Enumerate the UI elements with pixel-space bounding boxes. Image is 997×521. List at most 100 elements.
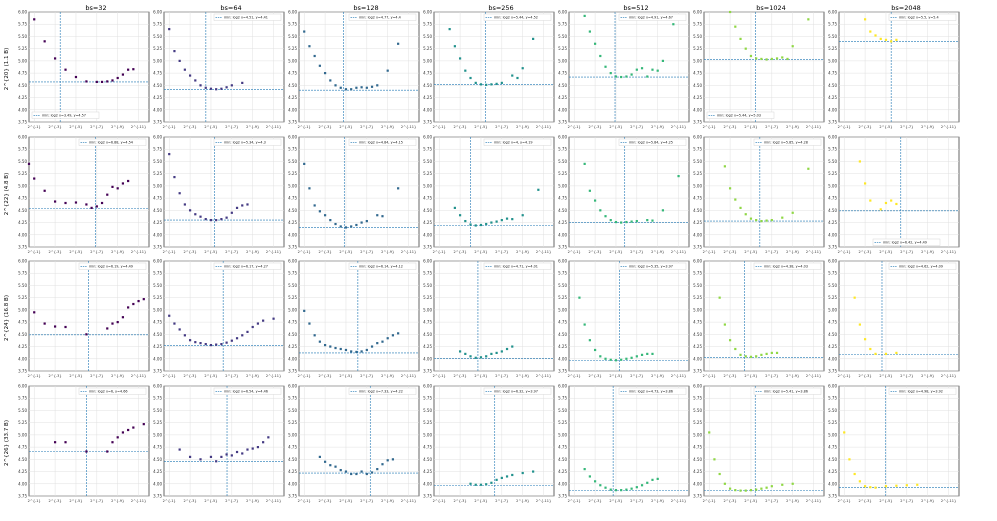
data-point bbox=[807, 18, 810, 21]
y-tick-label: 5.50 bbox=[288, 34, 297, 39]
data-point bbox=[106, 193, 109, 196]
data-point bbox=[718, 472, 721, 476]
data-point bbox=[74, 75, 78, 79]
x-tick-label: 2^{-1} bbox=[568, 374, 581, 378]
y-tick-label: 3.75 bbox=[153, 494, 162, 499]
x-tick-label: 2^{-3} bbox=[589, 250, 602, 254]
panel: 3.75 4.00 4.25 4.50 4.75 5.00 5.25 5.50 5.75 6.00… bbox=[423, 10, 555, 129]
y-tick-label: 3.75 bbox=[288, 494, 297, 499]
x-tick-label: 2^{-9} bbox=[921, 499, 934, 503]
panel: 3.75 4.00 4.25 4.50 4.75 5.00 5.25 5.50 5.75 6.00… bbox=[828, 135, 960, 254]
data-point bbox=[344, 470, 348, 473]
data-point bbox=[178, 192, 181, 195]
x-tick-label: 2^{-11} bbox=[941, 125, 956, 129]
x-tick-label: 2^{-7} bbox=[90, 499, 103, 503]
data-point bbox=[760, 57, 763, 61]
data-point bbox=[739, 489, 742, 492]
data-point bbox=[765, 58, 768, 61]
y-tick-label: 5.75 bbox=[693, 22, 702, 27]
data-point bbox=[199, 458, 202, 461]
data-point bbox=[728, 187, 732, 190]
column-title: bs=256 bbox=[488, 4, 513, 12]
legend-label: min: log2 x=6, y=4.66 bbox=[89, 390, 128, 394]
data-point bbox=[620, 221, 623, 224]
x-tick-label: 2^{-11} bbox=[941, 374, 956, 378]
axes-frame bbox=[568, 260, 690, 372]
legend: min: log2 x=4.71, y=4.01 bbox=[483, 262, 552, 270]
y-tick-label: 4.75 bbox=[558, 320, 567, 325]
x-tick-label: 2^{-5} bbox=[609, 374, 622, 378]
legend: min: log2 x=4.98, y=3.92 bbox=[888, 387, 957, 395]
panel: 3.75 4.00 4.25 4.50 4.75 5.00 5.25 5.50 5.75 6.00… bbox=[423, 135, 555, 254]
x-tick-label: 2^{-7} bbox=[225, 374, 238, 378]
data-point bbox=[246, 330, 249, 333]
y-tick-label: 5.50 bbox=[18, 34, 27, 39]
data-point bbox=[256, 322, 260, 325]
data-point bbox=[360, 86, 363, 89]
legend-label: min: log2 x=6.19, y=4.49 bbox=[89, 265, 133, 269]
data-point bbox=[749, 489, 753, 492]
legend: min: log2 x=4.51, y=4.41 bbox=[213, 13, 282, 21]
y-tick-label: 3.75 bbox=[153, 245, 162, 250]
y-tick-label: 4.50 bbox=[288, 457, 297, 462]
x-tick-label: 2^{-7} bbox=[360, 499, 373, 503]
x-tick-label: 2^{-11} bbox=[131, 499, 146, 503]
data-point bbox=[64, 68, 67, 71]
legend-box bbox=[348, 138, 417, 146]
data-point bbox=[33, 311, 36, 314]
data-point bbox=[230, 339, 233, 342]
y-tick-label: 5.25 bbox=[558, 46, 567, 51]
y-tick-label: 4.25 bbox=[693, 95, 702, 100]
x-tick-label: 2^{-1} bbox=[163, 499, 176, 503]
x-tick-label: 2^{-9} bbox=[651, 499, 664, 503]
y-tick-label: 4.75 bbox=[558, 445, 567, 450]
y-tick-label: 5.25 bbox=[153, 46, 162, 51]
x-tick-label: 2^{-9} bbox=[786, 374, 799, 378]
data-point bbox=[111, 79, 114, 82]
data-point bbox=[241, 204, 244, 207]
data-point bbox=[479, 356, 483, 359]
data-point bbox=[339, 468, 342, 472]
y-tick-label: 5.00 bbox=[288, 307, 297, 312]
y-tick-label: 4.25 bbox=[828, 344, 837, 349]
y-tick-label: 3.75 bbox=[153, 120, 162, 125]
data-point bbox=[241, 452, 244, 455]
legend-label: min: log2 x=5.44, y=5.03 bbox=[717, 114, 761, 118]
y-tick-label: 5.25 bbox=[693, 46, 702, 51]
data-point bbox=[360, 350, 363, 353]
x-tick-label: 2^{-7} bbox=[900, 374, 913, 378]
data-point bbox=[43, 322, 46, 325]
data-point bbox=[85, 203, 88, 206]
x-tick-label: 2^{-9} bbox=[516, 374, 529, 378]
legend: min: log2 x=6.14, y=4.12 bbox=[348, 262, 417, 270]
data-point bbox=[370, 85, 374, 88]
data-point bbox=[188, 209, 192, 212]
x-tick-label: 2^{-1} bbox=[298, 250, 311, 254]
data-point bbox=[583, 323, 586, 326]
y-tick-label: 6.00 bbox=[423, 259, 432, 264]
data-point bbox=[339, 86, 342, 89]
y-tick-label: 4.75 bbox=[288, 445, 297, 450]
y-tick-label: 5.00 bbox=[423, 307, 432, 312]
y-tick-label: 4.25 bbox=[423, 220, 432, 225]
y-tick-label: 5.75 bbox=[153, 271, 162, 276]
data-point bbox=[656, 477, 659, 480]
y-tick-label: 5.00 bbox=[828, 432, 837, 437]
data-point bbox=[111, 322, 114, 325]
y-tick-label: 4.25 bbox=[423, 469, 432, 474]
legend: min: log2 x=6.88, y=4.54 bbox=[78, 138, 147, 146]
panel: 3.75 4.00 4.25 4.50 4.75 5.00 5.25 5.50 5.75 6.00… bbox=[828, 10, 960, 129]
x-tick-label: 2^{-5} bbox=[69, 250, 82, 254]
x-tick-label: 2^{-7} bbox=[765, 125, 778, 129]
data-point bbox=[43, 189, 46, 192]
y-tick-label: 5.50 bbox=[423, 159, 432, 164]
data-point bbox=[755, 488, 758, 491]
data-point bbox=[863, 338, 867, 341]
panel: 3.75 4.00 4.25 4.50 4.75 5.00 5.25 5.50 5.75 6.00… bbox=[288, 135, 420, 254]
x-tick-label: 2^{-9} bbox=[246, 499, 259, 503]
y-tick-label: 5.00 bbox=[828, 307, 837, 312]
y-tick-label: 5.00 bbox=[558, 432, 567, 437]
y-tick-label: 6.00 bbox=[423, 135, 432, 140]
data-point bbox=[479, 223, 483, 227]
data-point bbox=[614, 220, 618, 224]
